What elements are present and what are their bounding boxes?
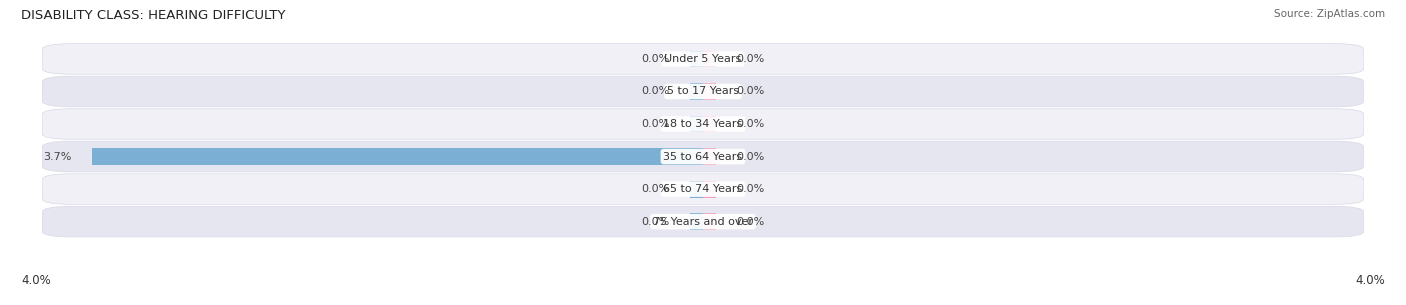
Text: 3.7%: 3.7% <box>44 152 72 162</box>
Text: 75 Years and over: 75 Years and over <box>652 217 754 227</box>
Text: 18 to 34 Years: 18 to 34 Years <box>664 119 742 129</box>
Bar <box>91 148 703 165</box>
FancyBboxPatch shape <box>42 44 1364 74</box>
Text: 0.0%: 0.0% <box>641 119 669 129</box>
Bar <box>703 83 716 100</box>
Text: 0.0%: 0.0% <box>737 152 765 162</box>
FancyBboxPatch shape <box>42 109 1364 139</box>
Bar <box>690 83 703 100</box>
Bar <box>703 181 716 198</box>
Text: 5 to 17 Years: 5 to 17 Years <box>666 87 740 96</box>
Bar <box>690 116 703 132</box>
Bar <box>690 213 703 230</box>
Text: 65 to 74 Years: 65 to 74 Years <box>664 184 742 194</box>
Text: Source: ZipAtlas.com: Source: ZipAtlas.com <box>1274 9 1385 19</box>
Text: 0.0%: 0.0% <box>641 217 669 227</box>
Text: 0.0%: 0.0% <box>641 184 669 194</box>
FancyBboxPatch shape <box>42 174 1364 204</box>
Text: DISABILITY CLASS: HEARING DIFFICULTY: DISABILITY CLASS: HEARING DIFFICULTY <box>21 9 285 22</box>
Text: 0.0%: 0.0% <box>737 184 765 194</box>
Text: 35 to 64 Years: 35 to 64 Years <box>664 152 742 162</box>
Text: 0.0%: 0.0% <box>737 54 765 64</box>
Bar <box>703 51 716 67</box>
Bar <box>703 116 716 132</box>
FancyBboxPatch shape <box>42 141 1364 172</box>
Text: 0.0%: 0.0% <box>641 87 669 96</box>
Text: 0.0%: 0.0% <box>737 217 765 227</box>
Bar <box>690 181 703 198</box>
Text: Under 5 Years: Under 5 Years <box>665 54 741 64</box>
Bar <box>703 213 716 230</box>
Bar <box>690 51 703 67</box>
Bar <box>703 148 716 165</box>
Text: 0.0%: 0.0% <box>737 119 765 129</box>
FancyBboxPatch shape <box>42 206 1364 237</box>
Text: 0.0%: 0.0% <box>737 87 765 96</box>
Text: 4.0%: 4.0% <box>1355 274 1385 287</box>
Text: 0.0%: 0.0% <box>641 54 669 64</box>
FancyBboxPatch shape <box>42 76 1364 107</box>
Text: 4.0%: 4.0% <box>21 274 51 287</box>
